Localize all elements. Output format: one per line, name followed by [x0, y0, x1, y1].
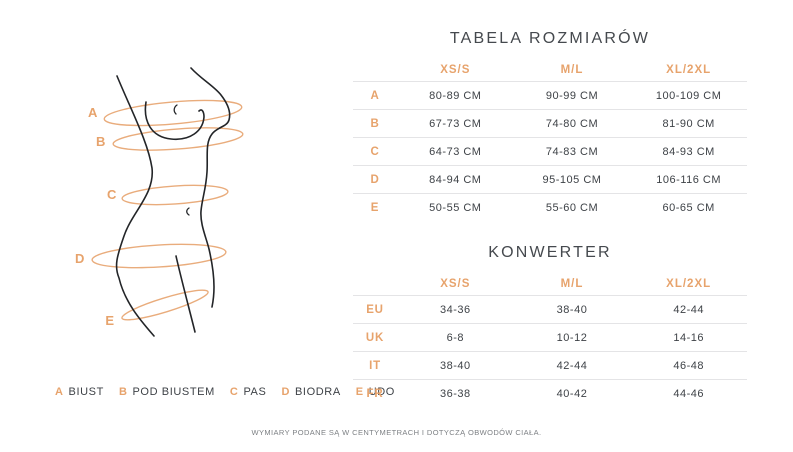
size-value: 34-36: [440, 303, 471, 316]
converter-row-eu: EU 34-36 38-40 42-44: [353, 296, 747, 324]
size-value: 100-109 CM: [655, 89, 722, 102]
legend-item-underbust: B POD BIUSTEM: [119, 386, 215, 398]
size-value: 84-94 CM: [429, 173, 482, 186]
ellipse-hips: [91, 243, 227, 269]
column-header-m-l: M/L: [560, 63, 584, 76]
row-label: E: [370, 202, 380, 214]
converter-table-header: XS/S M/L XL/2XL: [353, 272, 747, 296]
back-contour-line: [115, 75, 155, 337]
row-label: FR: [366, 388, 384, 400]
size-value: 14-16: [673, 331, 704, 344]
column-header-xs-s: XS/S: [440, 63, 471, 76]
size-value: 80-89 CM: [429, 89, 482, 102]
size-value: 81-90 CM: [662, 117, 715, 130]
figure-label-hips: D: [75, 251, 85, 266]
legend-word: BIODRA: [294, 386, 341, 398]
size-table-row-c: C 64-73 CM 74-83 CM 84-93 CM: [353, 138, 747, 166]
row-label: C: [370, 145, 380, 158]
row-label: A: [370, 89, 380, 102]
converter-row-fr: FR 36-38 40-42 44-46: [353, 380, 747, 408]
size-value: 106-116 CM: [656, 173, 722, 186]
legend-item-bust: A BIUST: [55, 386, 104, 398]
size-value: 74-83 CM: [545, 145, 599, 158]
row-label: D: [370, 173, 380, 186]
row-label: B: [370, 117, 380, 130]
body-outline: [115, 67, 231, 337]
figure-label-waist: C: [107, 187, 117, 202]
tables-panel: TABELA ROZMIARÓW XS/S M/L XL/2XL A 80-89…: [353, 28, 747, 408]
size-table-row-b: B 67-73 CM 74-80 CM 81-90 CM: [353, 110, 747, 138]
size-value: 67-73 CM: [429, 117, 482, 130]
figure-label-thigh: E: [105, 313, 114, 328]
converter-table-title: KONWERTER: [488, 244, 612, 261]
body-measurement-figure: A B C D E: [40, 42, 290, 354]
size-table-row-e: E 50-55 CM 55-60 CM 60-65 CM: [353, 194, 747, 222]
nipple-mark: [173, 104, 178, 115]
row-label: EU: [366, 303, 384, 316]
size-value: 42-44: [556, 359, 588, 372]
footer-note: WYMIARY PODANE SĄ W CENTYMETRACH I DOTYC…: [251, 428, 542, 437]
ellipse-thigh: [121, 289, 209, 321]
size-table-row-d: D 84-94 CM 95-105 CM 106-116 CM: [353, 166, 747, 194]
legend-word: POD BIUSTEM: [132, 386, 215, 398]
legend-letter: C: [229, 386, 239, 398]
column-header-xl-2xl: XL/2XL: [666, 277, 712, 290]
row-label: UK: [365, 331, 385, 344]
ellipse-bust: [103, 99, 243, 127]
converter-row-uk: UK 6-8 10-12 14-16: [353, 324, 747, 352]
size-table-title: TABELA ROZMIARÓW: [449, 30, 651, 47]
size-value: 84-93 CM: [662, 145, 715, 158]
size-value: 74-80 CM: [545, 117, 599, 130]
size-value: 50-55 CM: [429, 202, 482, 214]
size-value: 42-44: [673, 303, 704, 316]
legend-letter: A: [55, 386, 64, 398]
size-value: 46-48: [673, 359, 704, 372]
size-value: 90-99 CM: [545, 89, 599, 102]
size-value: 44-46: [673, 388, 704, 400]
breast-curve: [144, 101, 205, 141]
size-value: 40-42: [556, 388, 588, 400]
inner-leg-line: [175, 255, 196, 333]
size-table-header: XS/S M/L XL/2XL: [353, 58, 747, 82]
size-value: 10-12: [556, 331, 588, 344]
row-label: IT: [369, 359, 381, 372]
ellipse-underbust: [112, 127, 244, 151]
figure-label-underbust: B: [96, 134, 106, 149]
legend-letter: D: [281, 386, 290, 398]
legend-item-waist: C PAS: [230, 386, 267, 398]
column-header-m-l: M/L: [560, 277, 584, 290]
size-value: 38-40: [556, 303, 588, 316]
converter-row-it: IT 38-40 42-44 46-48: [353, 352, 747, 380]
body-silhouette-illustration: A B C D E: [75, 67, 244, 337]
legend-item-hips: D BIODRA: [281, 386, 340, 398]
legend-letter: B: [118, 386, 128, 398]
navel-mark: [186, 207, 190, 216]
measurement-ellipses: [91, 99, 244, 321]
legend-item-thigh: E UDO: [356, 386, 395, 398]
column-header-xl-2xl: XL/2XL: [666, 63, 712, 76]
size-table-row-a: A 80-89 CM 90-99 CM 100-109 CM: [353, 82, 747, 110]
front-contour-line: [190, 67, 231, 308]
measurement-legend: A BIUST B POD BIUSTEM C PAS D BIODRA E UDO: [55, 386, 395, 398]
legend-letter: E: [355, 386, 364, 398]
size-value: 36-38: [440, 388, 471, 400]
size-value: 6-8: [446, 331, 465, 344]
size-value: 95-105 CM: [542, 173, 602, 186]
size-value: 64-73 CM: [429, 145, 482, 158]
size-value: 55-60 CM: [545, 202, 599, 214]
figure-label-bust: A: [88, 105, 98, 120]
column-header-xs-s: XS/S: [440, 277, 471, 290]
ellipse-waist: [121, 184, 229, 206]
legend-word: BIUST: [68, 386, 104, 398]
size-value: 38-40: [440, 359, 471, 372]
legend-word: UDO: [368, 386, 395, 398]
legend-word: PAS: [243, 386, 267, 398]
size-value: 60-65 CM: [662, 202, 715, 214]
